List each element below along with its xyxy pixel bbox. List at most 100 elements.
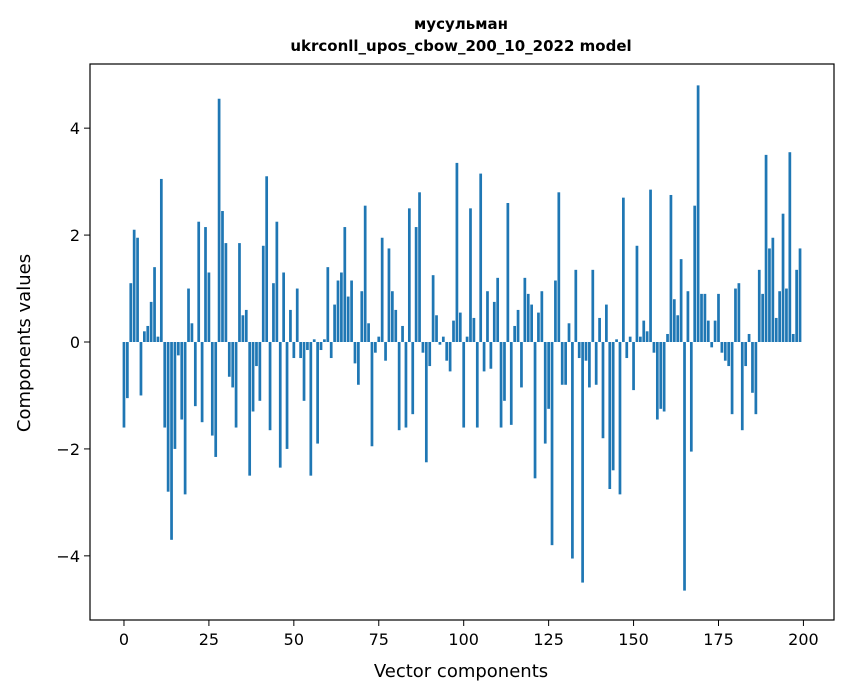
bar-48 <box>285 342 289 449</box>
bar-83 <box>404 342 408 428</box>
bar-167 <box>689 342 693 452</box>
bar-65 <box>343 227 347 342</box>
x-tick-label: 75 <box>369 630 389 649</box>
bar-104 <box>475 342 479 428</box>
x-axis-label: Vector components <box>374 661 548 682</box>
bar-147 <box>622 197 625 342</box>
bar-190 <box>768 248 771 342</box>
bar-194 <box>781 213 785 342</box>
bar-102 <box>469 208 472 342</box>
x-tick-label: 175 <box>703 630 734 649</box>
bar-108 <box>489 342 493 369</box>
bar-156 <box>652 342 656 353</box>
bar-107 <box>486 291 489 342</box>
bar-150 <box>632 342 635 391</box>
y-axis-label: Components values <box>14 254 35 432</box>
bar-22 <box>197 221 201 342</box>
x-tick-label: 150 <box>618 630 649 649</box>
bar-28 <box>217 98 221 342</box>
bar-16 <box>176 342 180 356</box>
bar-64 <box>340 272 343 342</box>
y-tick-label: −2 <box>56 440 80 459</box>
bar-171 <box>703 293 707 342</box>
bar-86 <box>414 227 418 342</box>
bar-11 <box>159 178 163 342</box>
bar-67 <box>350 280 353 342</box>
bar-13 <box>166 342 170 492</box>
bar-63 <box>336 280 340 342</box>
bar-87 <box>418 192 421 342</box>
y-axis-ticks: −4 −2 0 2 4 <box>56 119 90 566</box>
bar-120 <box>530 304 533 342</box>
bar-170 <box>700 293 703 342</box>
bar-49 <box>289 309 292 342</box>
bar-128 <box>557 192 561 342</box>
bar-180 <box>734 288 737 342</box>
bar-43 <box>268 342 272 431</box>
bar-127 <box>554 280 557 342</box>
bar-57 <box>316 342 319 444</box>
bar-188 <box>761 293 765 342</box>
bar-130 <box>564 342 567 385</box>
bar-144 <box>611 342 615 471</box>
bar-74 <box>374 342 377 353</box>
bar-175 <box>717 293 720 342</box>
bar-94 <box>441 336 445 342</box>
y-tick-label: 0 <box>70 333 80 352</box>
bar-181 <box>737 283 741 342</box>
x-axis-ticks: 0 25 50 75 100 125 150 175 200 <box>119 620 819 649</box>
bar-4 <box>136 237 139 342</box>
x-tick-label: 200 <box>788 630 819 649</box>
bar-157 <box>655 342 659 420</box>
bar-152 <box>639 336 642 342</box>
bar-21 <box>193 342 197 407</box>
bar-160 <box>666 333 669 342</box>
bar-7 <box>146 325 150 342</box>
bar-97 <box>452 320 455 342</box>
bar-191 <box>771 237 775 342</box>
bar-178 <box>727 342 731 367</box>
bar-14 <box>170 342 173 540</box>
x-tick-label: 100 <box>448 630 479 649</box>
bar-25 <box>207 272 211 342</box>
bar-34 <box>238 243 241 342</box>
bar-3 <box>132 229 136 342</box>
bar-132 <box>571 342 574 559</box>
bar-27 <box>214 342 218 457</box>
bar-123 <box>540 291 544 342</box>
bar-197 <box>791 333 795 342</box>
bar-0 <box>122 342 126 428</box>
bar-46 <box>278 342 282 468</box>
bar-158 <box>659 342 663 409</box>
bar-33 <box>234 342 238 428</box>
bar-19 <box>187 288 190 342</box>
bar-15 <box>173 342 177 449</box>
bar-90 <box>428 342 432 367</box>
bar-103 <box>472 317 476 342</box>
bar-44 <box>272 283 275 342</box>
bar-54 <box>306 342 309 351</box>
bar-193 <box>778 291 781 342</box>
bar-72 <box>367 323 370 342</box>
bar-168 <box>693 205 697 342</box>
bar-137 <box>588 342 591 388</box>
bar-52 <box>299 342 302 359</box>
y-tick-label: 4 <box>70 119 80 138</box>
bar-198 <box>795 269 798 342</box>
bar-50 <box>292 342 296 359</box>
bar-95 <box>445 342 449 361</box>
bar-142 <box>605 304 608 342</box>
bar-45 <box>275 221 279 342</box>
bar-81 <box>397 342 401 431</box>
bar-187 <box>757 269 761 342</box>
bar-110 <box>496 277 500 342</box>
x-tick-label: 50 <box>284 630 304 649</box>
bar-59 <box>323 339 326 342</box>
bar-106 <box>482 342 486 372</box>
bar-149 <box>628 336 632 342</box>
bar-186 <box>754 342 758 415</box>
bar-184 <box>747 333 751 342</box>
bar-105 <box>479 173 483 342</box>
bar-58 <box>319 342 323 351</box>
